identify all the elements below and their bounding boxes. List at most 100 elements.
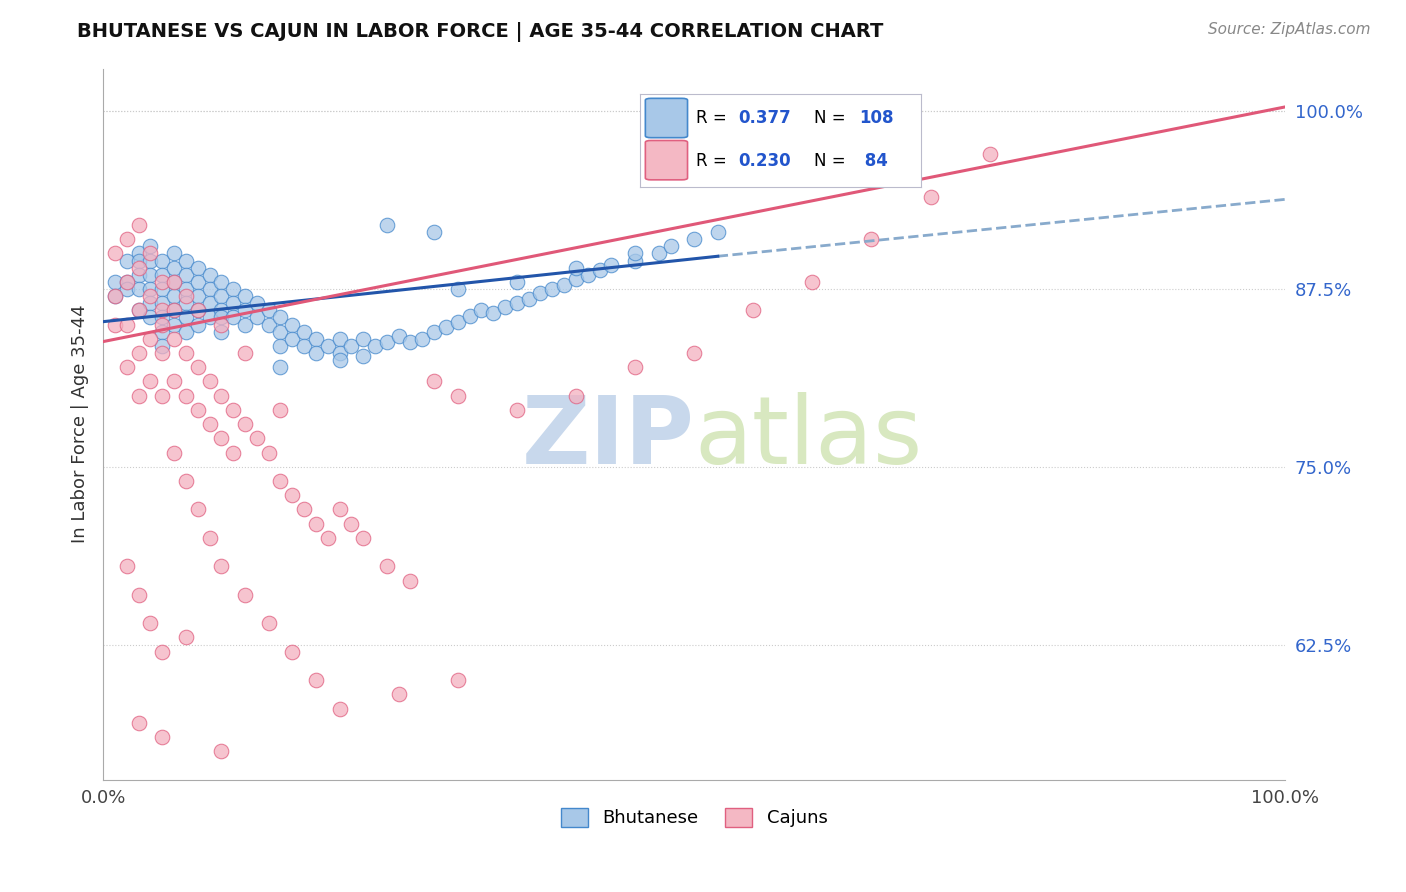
Point	[174, 389, 197, 403]
Point	[305, 516, 328, 531]
Point	[375, 559, 398, 574]
Point	[683, 346, 706, 360]
Point	[198, 375, 221, 389]
Point	[163, 303, 186, 318]
Point	[150, 296, 173, 310]
Point	[174, 346, 197, 360]
Point	[174, 325, 197, 339]
Point	[115, 275, 138, 289]
Point	[920, 189, 942, 203]
Point	[316, 531, 339, 545]
Point	[233, 346, 256, 360]
Point	[104, 289, 127, 303]
Point	[269, 325, 291, 339]
Point	[624, 246, 647, 260]
Point	[139, 296, 162, 310]
Point	[305, 332, 328, 346]
Point	[352, 332, 374, 346]
Text: Source: ZipAtlas.com: Source: ZipAtlas.com	[1208, 22, 1371, 37]
Point	[187, 303, 209, 318]
Point	[399, 334, 422, 349]
Point	[305, 346, 328, 360]
Point	[128, 253, 150, 268]
Point	[233, 417, 256, 431]
Point	[104, 289, 127, 303]
Point	[352, 349, 374, 363]
Point	[150, 389, 173, 403]
Point	[340, 516, 363, 531]
Point	[198, 282, 221, 296]
Point	[150, 645, 173, 659]
Point	[139, 253, 162, 268]
Point	[447, 282, 470, 296]
Point	[104, 246, 127, 260]
Point	[257, 303, 280, 318]
Legend: Bhutanese, Cajuns: Bhutanese, Cajuns	[554, 801, 835, 835]
Point	[209, 744, 232, 758]
Point	[470, 303, 492, 318]
Point	[163, 275, 186, 289]
Point	[139, 268, 162, 282]
Point	[388, 687, 411, 701]
Point	[375, 334, 398, 349]
Point	[328, 502, 350, 516]
Point	[683, 232, 706, 246]
Point	[150, 310, 173, 325]
Point	[447, 315, 470, 329]
Point	[600, 258, 623, 272]
Point	[292, 502, 315, 516]
Point	[198, 531, 221, 545]
Point	[624, 360, 647, 375]
Point	[128, 268, 150, 282]
Point	[115, 253, 138, 268]
Point	[529, 286, 551, 301]
Point	[506, 275, 529, 289]
Point	[150, 303, 173, 318]
Point	[281, 332, 304, 346]
Text: ZIP: ZIP	[522, 392, 695, 484]
Point	[198, 296, 221, 310]
Point	[375, 218, 398, 232]
Point	[128, 715, 150, 730]
Point	[187, 402, 209, 417]
Point	[316, 339, 339, 353]
Point	[269, 310, 291, 325]
Point	[447, 389, 470, 403]
Point	[434, 320, 457, 334]
Point	[139, 616, 162, 631]
Point	[328, 346, 350, 360]
Point	[246, 310, 269, 325]
Point	[458, 309, 481, 323]
Point	[174, 253, 197, 268]
Point	[139, 375, 162, 389]
Text: 84: 84	[859, 153, 889, 170]
Point	[128, 246, 150, 260]
Point	[340, 339, 363, 353]
Text: BHUTANESE VS CAJUN IN LABOR FORCE | AGE 35-44 CORRELATION CHART: BHUTANESE VS CAJUN IN LABOR FORCE | AGE …	[77, 22, 884, 42]
Point	[742, 303, 765, 318]
Point	[163, 303, 186, 318]
Point	[328, 701, 350, 715]
Point	[139, 282, 162, 296]
Point	[860, 232, 883, 246]
Point	[246, 431, 269, 445]
Text: 0.377: 0.377	[738, 109, 792, 127]
Point	[233, 588, 256, 602]
Point	[979, 146, 1001, 161]
Text: R =: R =	[696, 109, 733, 127]
Point	[328, 332, 350, 346]
Y-axis label: In Labor Force | Age 35-44: In Labor Force | Age 35-44	[72, 305, 89, 543]
Point	[647, 246, 669, 260]
Point	[411, 332, 433, 346]
Point	[624, 253, 647, 268]
Point	[128, 303, 150, 318]
Point	[115, 282, 138, 296]
Point	[128, 346, 150, 360]
Point	[257, 445, 280, 459]
Point	[222, 282, 245, 296]
Point	[269, 360, 291, 375]
Point	[163, 289, 186, 303]
Point	[115, 559, 138, 574]
Text: atlas: atlas	[695, 392, 922, 484]
Point	[128, 303, 150, 318]
